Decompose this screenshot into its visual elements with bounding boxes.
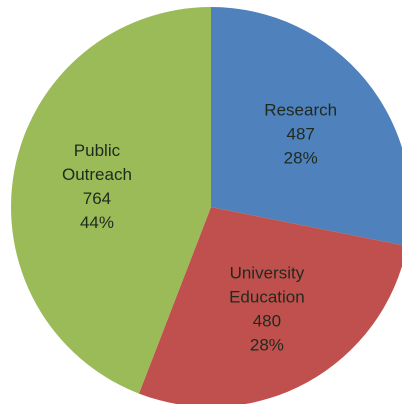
slice-category-label: Public — [74, 141, 121, 160]
slice-value-label: 487 — [287, 124, 315, 143]
slice-value-label: 480 — [253, 312, 281, 331]
slice-category-label: Outreach — [62, 165, 132, 184]
pie-slice — [11, 7, 212, 394]
pie-slice — [211, 7, 402, 246]
slice-percent-label: 28% — [284, 148, 318, 167]
slice-percent-label: 28% — [250, 336, 284, 355]
pie-slice — [138, 207, 402, 404]
slice-category-label: Research — [264, 100, 337, 119]
slice-category-label: Education — [229, 288, 305, 307]
slice-percent-label: 44% — [80, 213, 114, 232]
slice-label: Research 487 28% — [264, 100, 337, 167]
slice-label: Public Outreach 764 44% — [62, 141, 132, 232]
slice-value-label: 764 — [83, 189, 111, 208]
slice-category-label: University — [230, 264, 305, 283]
slice-label: University Education 480 28% — [229, 264, 305, 355]
